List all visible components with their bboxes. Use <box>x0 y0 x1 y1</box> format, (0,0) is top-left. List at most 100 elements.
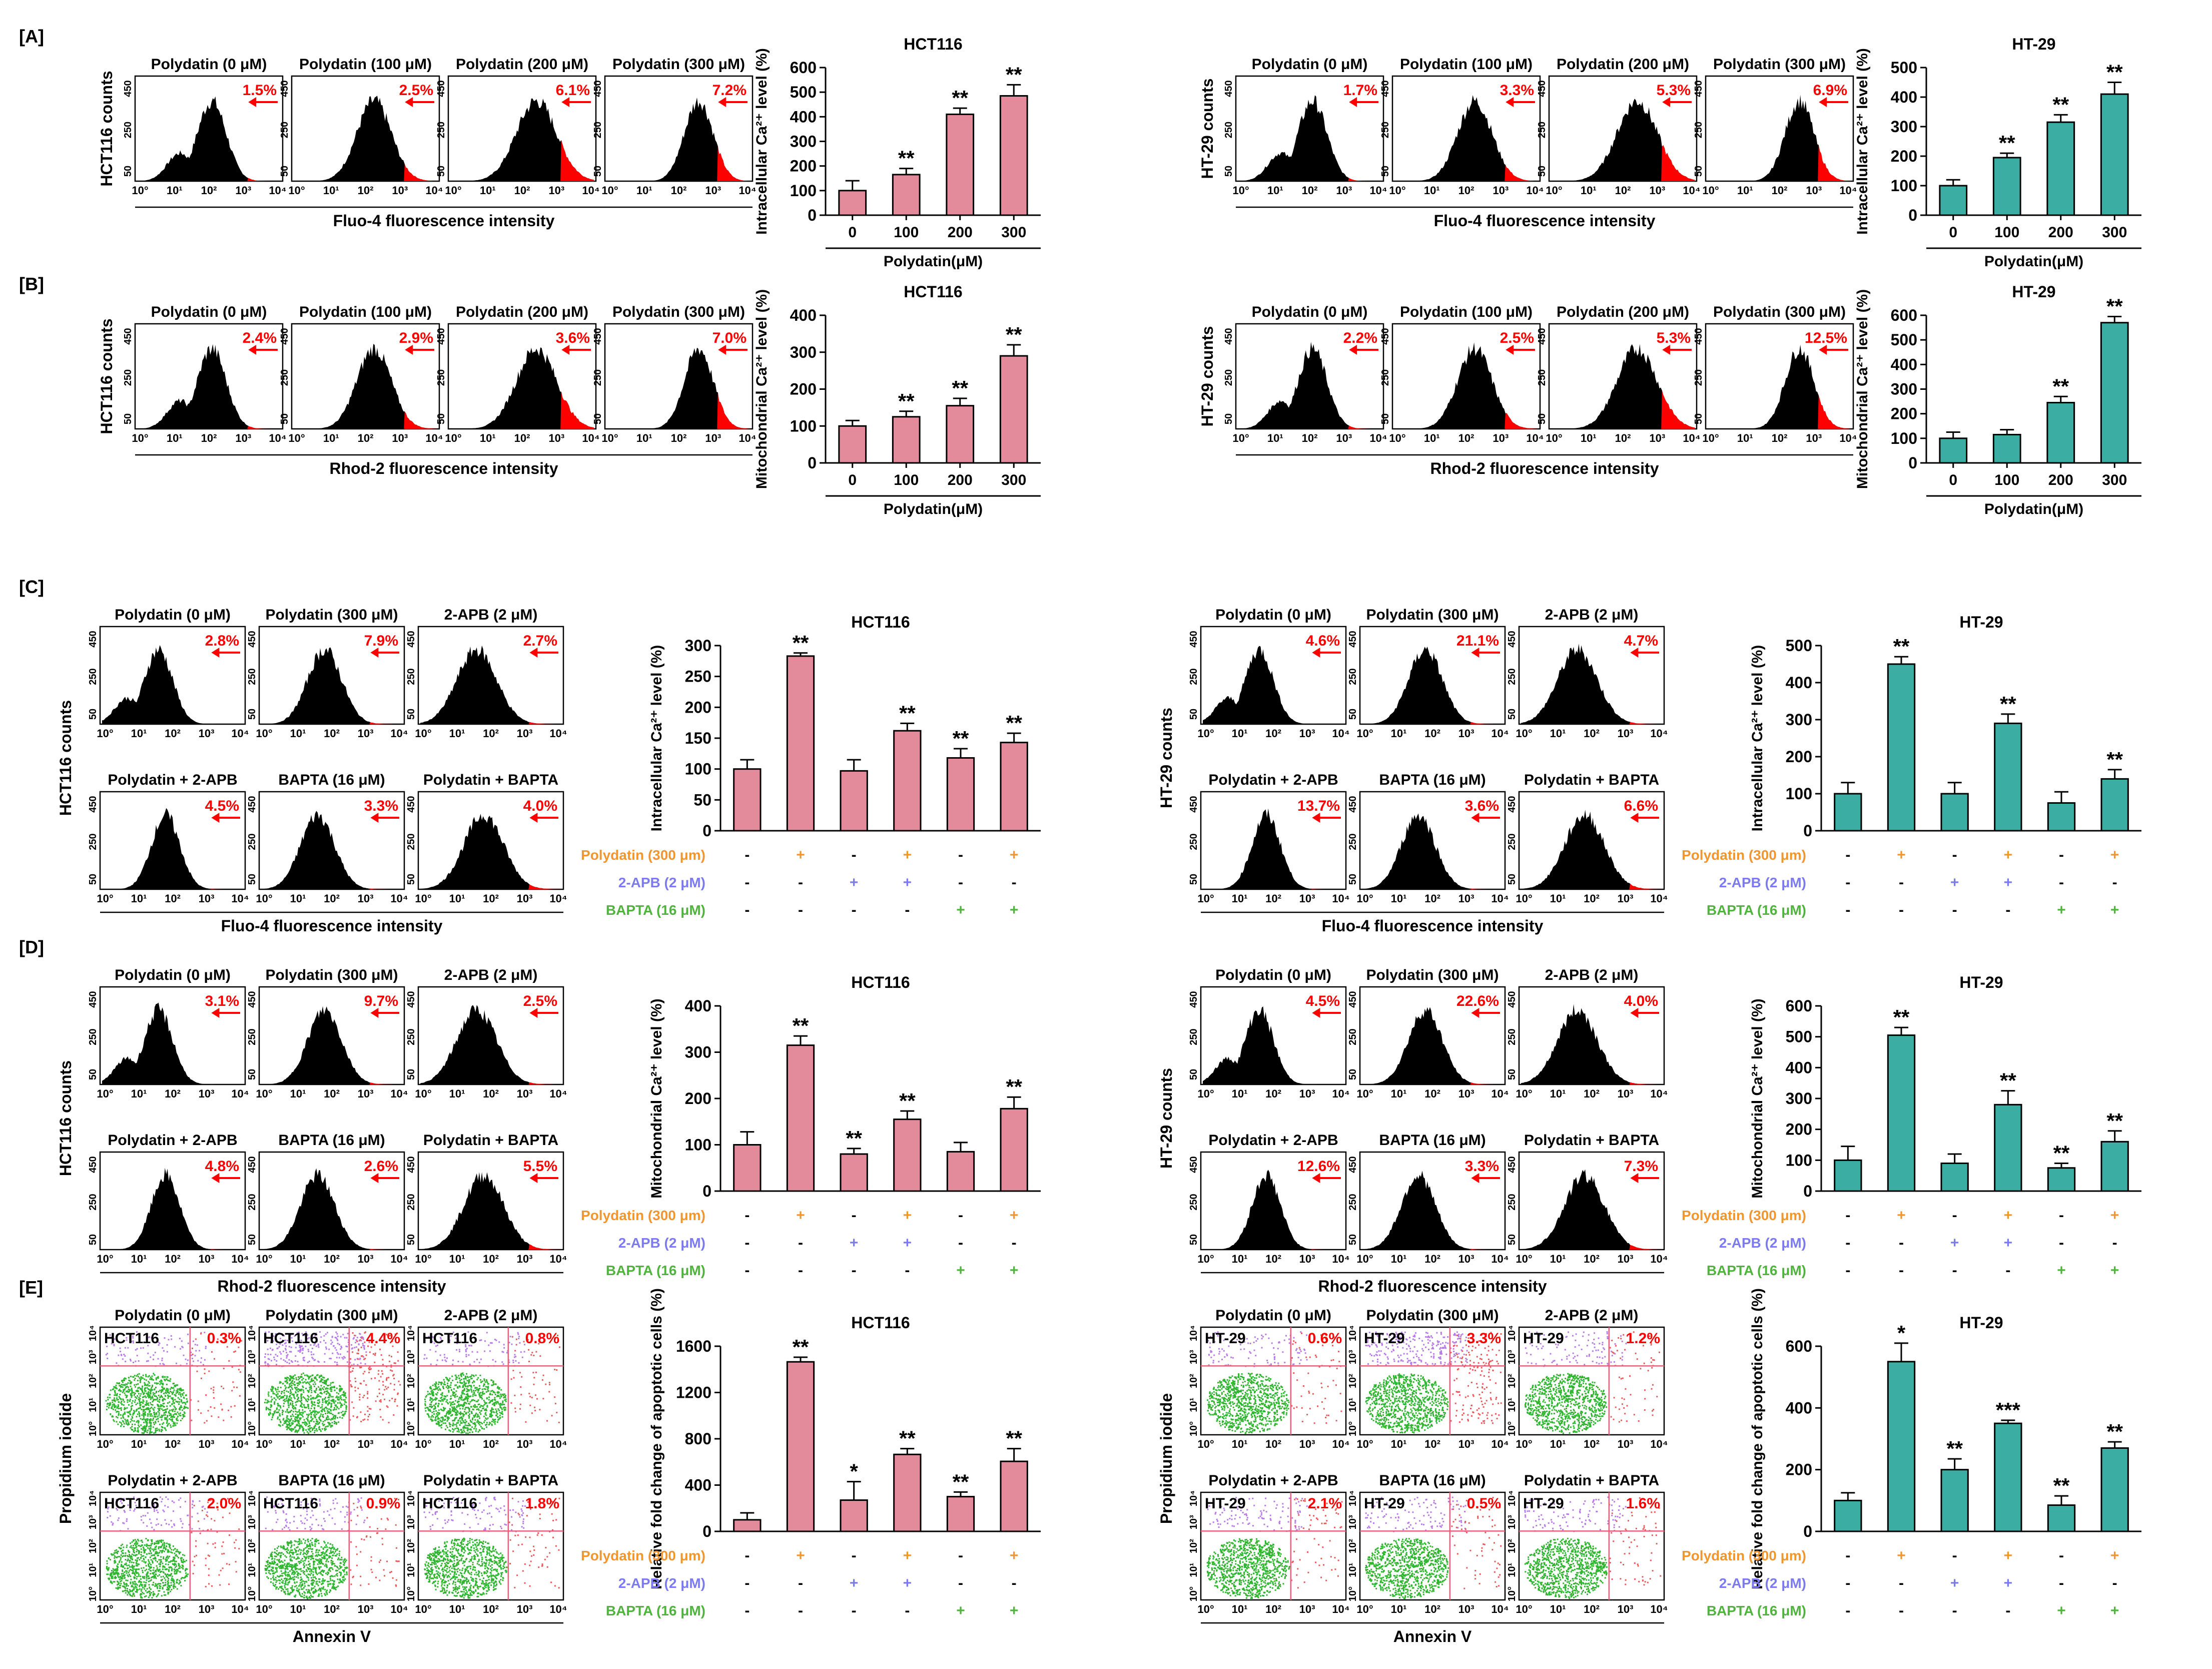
histogram-title: Polydatin (200 μM) <box>1557 304 1689 320</box>
gate-percentage: 5.3% <box>1657 330 1691 346</box>
combo-label: BAPTA (16 μM) <box>606 1603 705 1618</box>
combo-sign: - <box>2112 1235 2117 1251</box>
histogram-y-label: HCT116 counts <box>57 1060 75 1176</box>
x-tick-label: 10³ <box>1649 184 1665 197</box>
x-tick-label: 10⁴ <box>1526 184 1544 197</box>
gate-arrow-head <box>1312 1008 1320 1018</box>
significance-marker: ** <box>2106 748 2123 771</box>
x-tick-label: 10³ <box>1458 892 1474 905</box>
combo-sign: - <box>2005 902 2010 918</box>
significance-marker: ** <box>793 1335 809 1359</box>
y-tick-label: 10² <box>247 1374 258 1388</box>
scatter-percentage: 0.8% <box>525 1330 559 1347</box>
x-tick-label: 10² <box>358 432 374 444</box>
y-tick-label: 10³ <box>1347 1350 1358 1364</box>
y-axis-label: Mitochondrial Ca²⁺ level (%) <box>754 289 770 489</box>
significance-marker: ** <box>2106 1109 2123 1133</box>
count-tick-label: 50 <box>247 1069 258 1080</box>
x-tick-label: 10° <box>132 432 148 444</box>
combo-sign: + <box>903 1207 912 1224</box>
gate-arrow-head <box>211 813 220 823</box>
count-tick-label: 450 <box>1380 328 1391 344</box>
gate-percentage: 1.5% <box>243 82 277 99</box>
x-tick-label: 10² <box>1584 1087 1600 1100</box>
y-tick-label: 300 <box>685 1043 711 1061</box>
gate-arrow-head <box>370 1008 379 1018</box>
histogram-gated-region <box>404 164 437 181</box>
scatter-title: 2-APB (2 μM) <box>444 1307 538 1324</box>
panel-label: [E] <box>19 1277 43 1298</box>
histogram-title: Polydatin (0 μM) <box>151 304 267 320</box>
x-tick-label: 10⁴ <box>549 1253 567 1265</box>
count-tick-label: 250 <box>247 1028 258 1045</box>
x-tick-label: 10³ <box>1458 1438 1474 1450</box>
x-tick-label: 10¹ <box>1550 1438 1566 1450</box>
combo-sign: - <box>1899 1602 1904 1619</box>
y-axis-label: Intracellular Ca²⁺ level (%) <box>648 645 665 832</box>
combo-sign: + <box>1897 1547 1906 1564</box>
y-tick-label: 10² <box>1347 1374 1358 1388</box>
histogram-title: Polydatin + 2-APB <box>108 1132 237 1149</box>
x-tick-label: 10¹ <box>290 727 306 740</box>
scatter-cell-label: HCT116 <box>263 1330 318 1347</box>
gate-arrow-head <box>248 97 257 107</box>
x-tick-label: 10³ <box>548 184 564 197</box>
x-tick-label: 10² <box>201 432 217 444</box>
y-tick-label: 10² <box>1347 1539 1358 1553</box>
combo-sign: - <box>2112 874 2117 891</box>
histogram-title: Polydatin (200 μM) <box>456 304 588 320</box>
x-tick-label: 10¹ <box>290 1438 306 1450</box>
chart-title: HCT116 <box>851 613 910 631</box>
x-tick-label: 10³ <box>358 1603 374 1615</box>
combo-sign: - <box>745 1235 750 1251</box>
x-tick-label: 10° <box>1389 432 1405 444</box>
scatter-live-cells <box>105 1373 189 1434</box>
histogram-gated-region <box>1470 1082 1503 1084</box>
scatter-pi-cells <box>107 1496 208 1532</box>
y-tick-label: 10° <box>88 1586 99 1601</box>
bar <box>1000 1107 1028 1192</box>
gate-percentage: 9.7% <box>364 993 398 1009</box>
count-tick-label: 50 <box>1537 166 1548 177</box>
significance-marker: ** <box>1946 1437 1963 1460</box>
bar <box>1992 433 2021 464</box>
significance-marker: ** <box>793 1014 809 1037</box>
count-tick-label: 250 <box>1188 1194 1199 1210</box>
count-tick-label: 50 <box>1188 709 1199 720</box>
panel-label: [D] <box>19 937 44 957</box>
y-tick-label: 10¹ <box>1347 1397 1358 1412</box>
bar <box>1994 1103 2022 1192</box>
combo-sign: - <box>1899 874 1904 891</box>
count-tick-label: 450 <box>1537 80 1548 97</box>
y-tick-label: 400 <box>790 108 817 126</box>
y-axis-label: Relative fold change of apoptotic cells … <box>1749 1288 1766 1589</box>
y-tick-label: 200 <box>1786 1121 1812 1139</box>
x-tick-label: 10¹ <box>1391 727 1407 740</box>
histogram-distribution <box>420 1005 561 1084</box>
y-tick-label: 200 <box>1891 405 1917 423</box>
histogram-distribution <box>102 1168 243 1250</box>
x-axis-label: Polydatin(μM) <box>1984 501 2083 517</box>
count-tick-label: 450 <box>123 328 134 344</box>
y-tick-label: 10² <box>1188 1539 1199 1553</box>
bar <box>838 190 867 216</box>
y-tick-label: 200 <box>685 1089 711 1107</box>
x-axis-label: Polydatin(μM) <box>1984 253 2083 270</box>
significance-marker: ** <box>899 1427 916 1450</box>
count-tick-label: 450 <box>1188 796 1199 812</box>
x-tick-label: 10° <box>97 1603 113 1615</box>
bar <box>840 770 868 832</box>
x-tick-label: 10⁴ <box>425 432 443 444</box>
combo-sign: + <box>2110 902 2119 918</box>
histogram-title: 2-APB (2 μM) <box>444 967 538 983</box>
y-tick-label: 500 <box>790 83 817 101</box>
combo-label: Polydatin (300 μm) <box>1682 1548 1806 1563</box>
histogram-gated-region <box>528 1082 561 1084</box>
histogram-title: Polydatin (100 μM) <box>1400 304 1533 320</box>
x-tick-label: 10² <box>1302 184 1318 197</box>
scatter-percentage: 1.6% <box>1626 1495 1660 1512</box>
x-tick-label: 10⁴ <box>1332 1603 1349 1615</box>
count-tick-label: 450 <box>1188 631 1199 647</box>
x-tick-label: 10¹ <box>1550 1253 1566 1265</box>
y-tick-label: 1600 <box>676 1337 711 1355</box>
